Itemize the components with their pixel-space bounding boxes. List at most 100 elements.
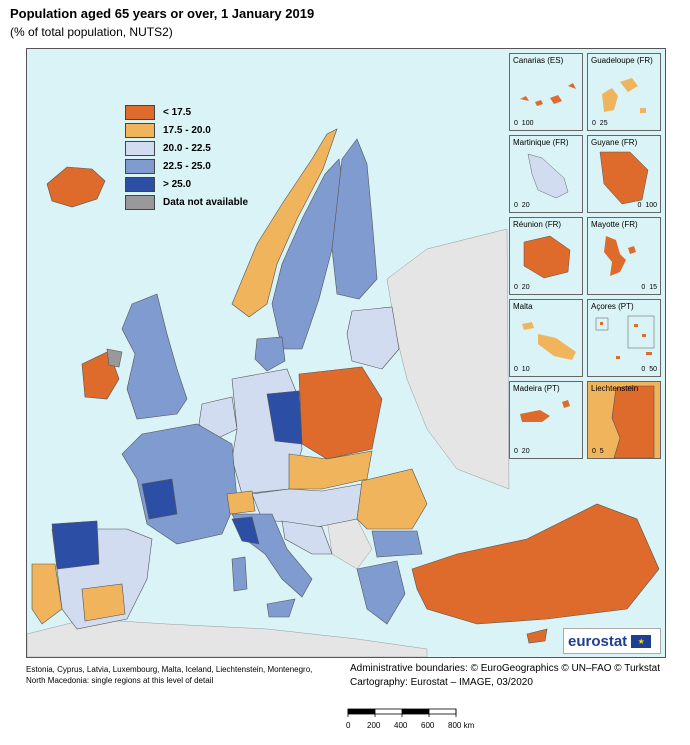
legend-item: 17.5 - 20.0 xyxy=(125,121,248,139)
region-romania xyxy=(356,468,428,530)
legend-swatch xyxy=(125,122,155,138)
inset-reunion: Réunion (FR) 0 20 xyxy=(509,217,583,295)
region-northern-ireland xyxy=(106,348,123,368)
inset-scale: 0 100 xyxy=(637,202,657,209)
map-canvas xyxy=(27,128,660,657)
scale-label: 600 xyxy=(421,721,435,730)
scale-label: 400 xyxy=(394,721,408,730)
inset-scale: 0 25 xyxy=(592,120,608,127)
land-non-eu-east xyxy=(386,228,510,490)
inset-scale: 0 15 xyxy=(641,284,657,291)
region-uk xyxy=(121,293,188,420)
inset-martinique: Martinique (FR) 0 20 xyxy=(509,135,583,213)
inset-scale: 0 20 xyxy=(514,284,530,291)
region-norway xyxy=(231,128,338,318)
legend-swatch xyxy=(125,176,155,192)
legend-label: Data not available xyxy=(163,196,249,208)
inset-guyane: Guyane (FR) 0 100 xyxy=(587,135,661,213)
map-subtitle: (% of total population, NUTS2) xyxy=(10,25,173,39)
inset-scale: 0 5 xyxy=(592,448,604,455)
inset-map xyxy=(520,83,576,106)
scale-label: 800 km xyxy=(448,721,475,730)
region-finland xyxy=(331,138,378,300)
eurostat-logo-text: eurostat xyxy=(568,632,628,650)
inset-label: Guadeloupe (FR) xyxy=(591,56,653,65)
region-france-centre xyxy=(141,478,178,520)
inset-acores: Açores (PT) 0 50 xyxy=(587,299,661,377)
inset-label: Madeira (PT) xyxy=(513,384,560,393)
credits: Administrative boundaries: © EuroGeograp… xyxy=(350,662,660,690)
scale-bar-graphic xyxy=(347,708,457,717)
legend-item: 22.5 - 25.0 xyxy=(125,157,248,175)
inset-guadeloupe: Guadeloupe (FR) 0 25 xyxy=(587,53,661,131)
footnote: Estonia, Cyprus, Latvia, Luxembourg, Mal… xyxy=(26,665,313,685)
region-croatia-slovenia xyxy=(281,520,333,555)
scale-bar: 0 200 400 600 800 km xyxy=(345,707,474,730)
map-title: Population aged 65 years or over, 1 Janu… xyxy=(10,6,315,21)
credits-cartography: Cartography: Eurostat – IMAGE, 03/2020 xyxy=(350,677,533,688)
legend-swatch xyxy=(125,104,155,120)
region-sardinia xyxy=(231,556,248,592)
region-sicily xyxy=(266,598,296,618)
legend-item: Data not available xyxy=(125,193,248,211)
inset-map xyxy=(599,151,649,205)
legend-label: < 17.5 xyxy=(163,106,192,118)
inset-map xyxy=(527,153,569,199)
inset-label: Malta xyxy=(513,302,533,311)
region-france xyxy=(121,423,238,545)
legend-swatch xyxy=(125,140,155,156)
region-benelux xyxy=(198,396,238,442)
legend-label: 22.5 - 25.0 xyxy=(163,160,211,172)
inset-map xyxy=(604,236,636,276)
inset-malta: Malta 0 10 xyxy=(509,299,583,377)
inset-liechtenstein: Liechtenstein 0 5 xyxy=(587,381,661,459)
credits-boundaries: Administrative boundaries: © EuroGeograp… xyxy=(350,663,661,674)
region-spain-south xyxy=(81,583,126,622)
scale-label: 200 xyxy=(367,721,381,730)
inset-madeira: Madeira (PT) 0 20 xyxy=(509,381,583,459)
legend-label: 17.5 - 20.0 xyxy=(163,124,211,136)
scale-label: 0 xyxy=(346,721,351,730)
inset-label: Martinique (FR) xyxy=(513,138,569,147)
inset-scale: 0 10 xyxy=(514,366,530,373)
region-denmark xyxy=(254,336,286,372)
region-poland xyxy=(298,366,383,460)
region-iceland xyxy=(46,166,106,208)
inset-map xyxy=(611,385,655,458)
inset-label: Mayotte (FR) xyxy=(591,220,638,229)
region-cyprus xyxy=(526,628,548,644)
inset-label: Liechtenstein xyxy=(591,384,639,393)
inset-scale: 0 50 xyxy=(641,366,657,373)
inset-label: Canarias (ES) xyxy=(513,56,564,65)
region-portugal xyxy=(31,563,63,625)
legend-label: > 25.0 xyxy=(163,178,192,190)
legend-swatch xyxy=(125,158,155,174)
inset-label: Açores (PT) xyxy=(591,302,634,311)
inset-label: Réunion (FR) xyxy=(513,220,562,229)
legend-label: 20.0 - 22.5 xyxy=(163,142,211,154)
inset-label: Guyane (FR) xyxy=(591,138,638,147)
legend-swatch xyxy=(125,194,155,210)
map-legend: < 17.5 17.5 - 20.0 20.0 - 22.5 22.5 - 25… xyxy=(125,103,248,211)
inset-canarias: Canarias (ES) 0 100 xyxy=(509,53,583,131)
region-italy-north xyxy=(231,516,260,545)
region-switzerland xyxy=(226,490,256,515)
region-spain-northwest xyxy=(51,520,100,570)
inset-map xyxy=(595,315,655,359)
eurostat-logo: eurostat ★ xyxy=(563,628,661,654)
region-greece xyxy=(356,560,406,625)
region-bulgaria xyxy=(371,530,423,558)
inset-map xyxy=(602,78,646,113)
legend-item: > 25.0 xyxy=(125,175,248,193)
inset-map xyxy=(520,400,570,422)
inset-mayotte: Mayotte (FR) 0 15 xyxy=(587,217,661,295)
inset-scale: 0 20 xyxy=(514,202,530,209)
legend-item: < 17.5 xyxy=(125,103,248,121)
inset-scale: 0 20 xyxy=(514,448,530,455)
legend-item: 20.0 - 22.5 xyxy=(125,139,248,157)
europe-map: < 17.5 17.5 - 20.0 20.0 - 22.5 22.5 - 25… xyxy=(26,48,666,658)
inset-scale: 0 100 xyxy=(514,120,534,127)
inset-map xyxy=(523,235,571,279)
eu-flag-icon: ★ xyxy=(631,634,652,648)
inset-map xyxy=(522,322,576,360)
